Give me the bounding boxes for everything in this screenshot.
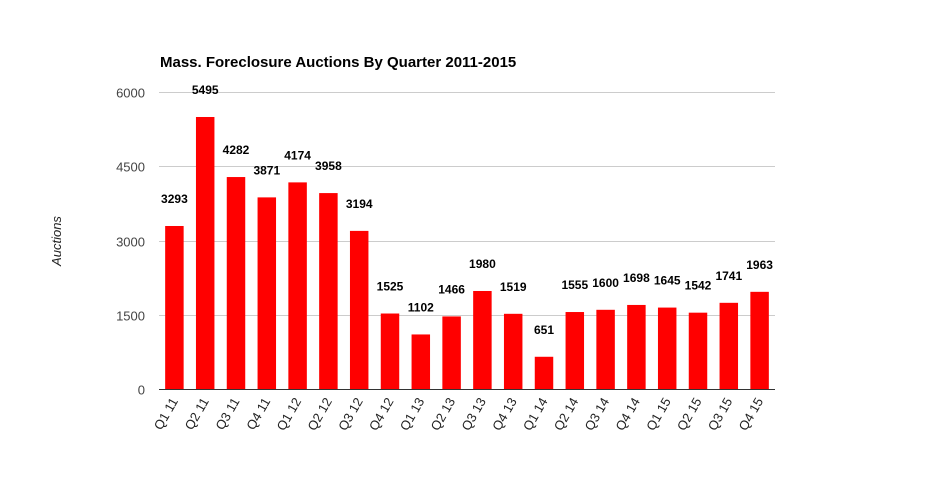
x-tick-label: Q4 11 xyxy=(243,395,273,432)
bar xyxy=(380,313,400,389)
bars xyxy=(165,116,769,389)
data-label: 651 xyxy=(534,323,554,337)
x-tick-label: Q4 15 xyxy=(735,395,766,433)
data-label: 3194 xyxy=(346,197,373,211)
data-label: 1645 xyxy=(654,274,681,288)
data-label: 3871 xyxy=(253,163,280,177)
bar xyxy=(596,309,615,389)
y-tick-label: 6000 xyxy=(116,86,145,101)
x-tick-label: Q1 14 xyxy=(520,395,551,433)
bar xyxy=(627,304,646,389)
data-label: 1963 xyxy=(746,258,773,272)
x-tick-label: Q1 12 xyxy=(273,395,304,433)
data-label: 1980 xyxy=(469,257,496,271)
data-label: 1466 xyxy=(438,282,465,296)
data-label: 1555 xyxy=(561,278,588,292)
data-label: 1600 xyxy=(592,276,619,290)
data-label: 1698 xyxy=(623,271,650,285)
bar xyxy=(319,193,338,389)
x-tick-label: Q3 15 xyxy=(705,395,736,433)
y-tick-label: 1500 xyxy=(116,309,145,324)
x-tick-label: Q2 11 xyxy=(182,395,212,432)
bar xyxy=(349,230,369,389)
x-tick-label: Q4 14 xyxy=(612,395,643,433)
x-tick-label: Q2 12 xyxy=(304,395,335,433)
x-tick-label: Q2 14 xyxy=(551,395,582,433)
x-tick-label: Q2 15 xyxy=(674,395,705,433)
y-tick-label: 4500 xyxy=(116,160,145,175)
bar xyxy=(750,291,769,389)
bar xyxy=(165,225,184,389)
bar xyxy=(288,182,307,389)
bar xyxy=(503,313,523,389)
data-label: 1519 xyxy=(500,280,527,294)
data-label: 3293 xyxy=(161,192,188,206)
y-axis-ticks: 0 1500 3000 4500 6000 xyxy=(116,86,145,398)
x-tick-label: Q1 11 xyxy=(151,395,181,432)
data-label: 4174 xyxy=(284,148,311,162)
x-tick-label: Q3 11 xyxy=(212,395,242,432)
gridlines xyxy=(159,92,775,316)
data-label: 5495 xyxy=(192,83,219,97)
bar xyxy=(657,307,677,389)
x-axis-ticks: Q1 11 Q2 11 Q3 11 Q4 11 Q1 12 Q2 12 Q3 12 Q4 12… xyxy=(151,395,766,433)
bar xyxy=(411,334,431,389)
data-label: 1542 xyxy=(685,279,712,293)
y-tick-label: 3000 xyxy=(116,235,145,250)
x-tick-label: Q4 13 xyxy=(489,395,520,433)
x-tick-label: Q1 15 xyxy=(643,395,674,433)
bar xyxy=(534,356,554,389)
x-tick-label: Q2 13 xyxy=(427,395,458,433)
data-label: 1525 xyxy=(377,280,404,294)
bar xyxy=(688,312,708,389)
x-tick-label: Q3 12 xyxy=(335,395,366,433)
bar xyxy=(719,302,739,389)
data-label: 4282 xyxy=(223,143,250,157)
x-tick-label: Q3 14 xyxy=(581,395,612,433)
bar xyxy=(195,116,215,389)
bar xyxy=(473,290,492,389)
bar xyxy=(442,316,461,389)
y-axis-label: Auctions xyxy=(49,216,64,267)
x-tick-label: Q4 12 xyxy=(366,395,397,433)
data-label: 1102 xyxy=(408,300,434,314)
bar xyxy=(226,177,246,389)
bar xyxy=(257,197,277,389)
data-label: 3958 xyxy=(315,159,342,173)
x-tick-label: Q1 13 xyxy=(397,395,428,433)
chart-title: Mass. Foreclosure Auctions By Quarter 20… xyxy=(160,54,516,71)
bar xyxy=(565,312,585,389)
x-tick-label: Q3 13 xyxy=(458,395,489,433)
data-label: 1741 xyxy=(715,269,742,283)
y-tick-label: 0 xyxy=(138,383,145,398)
